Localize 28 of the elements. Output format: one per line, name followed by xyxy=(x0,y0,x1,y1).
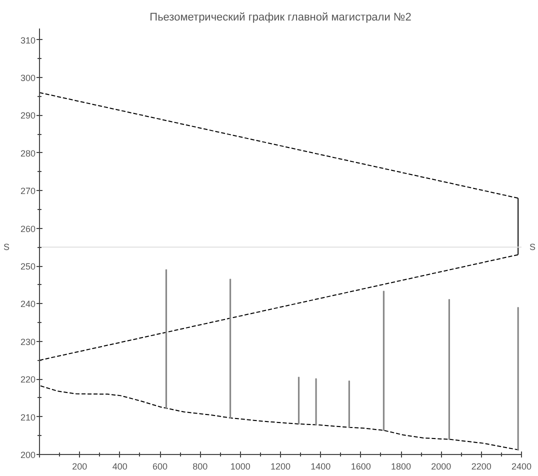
y-tick-label: 310 xyxy=(20,35,36,46)
y-tick-label: 300 xyxy=(20,73,36,84)
ref-line-label: S xyxy=(530,242,536,252)
x-tick-label: 1600 xyxy=(350,462,371,472)
x-tick-label: 800 xyxy=(192,462,208,472)
x-tick-label: 2200 xyxy=(471,462,492,472)
chart-title: Пьезометрический график главной магистрали №2 xyxy=(150,12,412,24)
y-tick-label: 240 xyxy=(20,299,36,310)
y-tick-label: 260 xyxy=(20,224,36,234)
line-series xyxy=(40,385,520,450)
y-tick-label: 220 xyxy=(20,374,36,385)
y-tick-label: 230 xyxy=(20,336,36,347)
x-tick-label: 1800 xyxy=(390,462,412,472)
y-tick-label: 210 xyxy=(20,412,36,422)
x-tick-label: 2400 xyxy=(511,462,532,472)
y-tick-label: 280 xyxy=(20,148,36,158)
x-tick-label: 400 xyxy=(112,462,128,472)
x-tick-label: 2000 xyxy=(431,462,452,472)
y-tick-label: 290 xyxy=(20,110,36,121)
x-tick-label: 1000 xyxy=(230,462,250,472)
text: S xyxy=(3,242,10,252)
y-tick-label: 250 xyxy=(20,262,36,272)
y-tick-label: 270 xyxy=(20,186,36,196)
x-tick-label: 200 xyxy=(72,462,88,472)
y-tick-label: 200 xyxy=(20,450,36,460)
x-tick-label: 1200 xyxy=(270,462,291,472)
x-tick-label: 600 xyxy=(152,462,168,472)
x-tick-label: 1400 xyxy=(310,462,331,472)
